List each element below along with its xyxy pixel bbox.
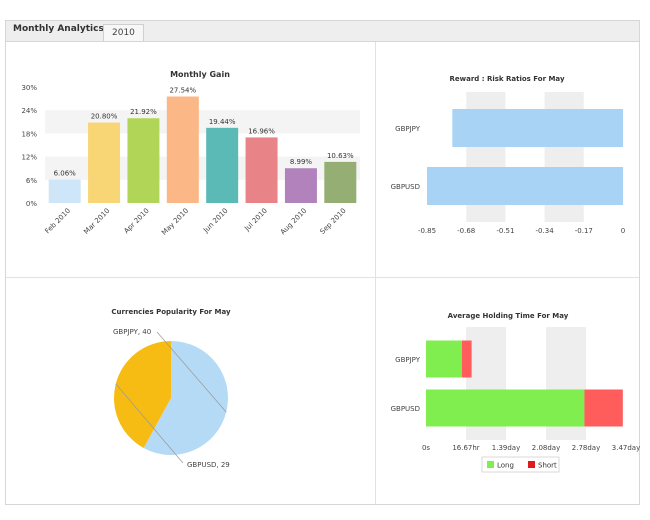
x-tick-label: -0.51 [496, 227, 514, 235]
panel-title: Monthly Analytics [13, 24, 104, 34]
holding-time-title: Average Holding Time For May [448, 312, 569, 320]
y-category-label: GBPJPY [395, 125, 421, 133]
rr-title: Reward : Risk Ratios For May [449, 75, 564, 83]
holding-bar-gbpjpy-long [426, 340, 463, 378]
rr-bar-gbpusd [427, 167, 623, 205]
analytics-panel: Monthly Analytics 2010 [5, 20, 640, 505]
legend-label: Long [497, 462, 514, 470]
legend-box [481, 456, 560, 473]
horizontal-divider [6, 277, 639, 278]
y-tick-label: 18% [21, 130, 37, 138]
pie-leader-line [156, 331, 227, 413]
x-tick-label: Feb 2010 [44, 207, 73, 236]
pie-title: Currencies Popularity For May [111, 308, 231, 316]
pie-slice-gbpjpy [143, 341, 228, 455]
x-tick-label: -0.85 [418, 227, 436, 235]
bar-jul-2010 [245, 137, 278, 203]
grid-band [45, 110, 360, 134]
bar-jun-2010 [206, 127, 239, 203]
y-tick-label: 24% [21, 107, 37, 115]
rr-bar-gbpjpy [452, 109, 623, 147]
x-tick-label: 0s [422, 444, 430, 452]
x-tick-label: May 2010 [160, 207, 190, 237]
x-tick-label: 2.78day [572, 444, 600, 452]
x-tick-label: -0.17 [575, 227, 593, 235]
bar-may-2010 [166, 96, 199, 203]
y-category-label: GBPJPY [395, 356, 421, 364]
x-tick-label: 2.08day [532, 444, 560, 452]
legend-label: Short [538, 462, 557, 470]
bar-sep-2010 [324, 161, 357, 203]
pie-leader-line [115, 383, 184, 464]
bar-value-label: 27.54% [169, 87, 196, 95]
bar-value-label: 20.80% [91, 113, 118, 121]
bar-value-label: 19.44% [209, 118, 236, 126]
y-tick-label: 30% [21, 84, 37, 92]
tab-2010[interactable]: 2010 [103, 24, 144, 41]
x-tick-label: Aug 2010 [279, 207, 308, 236]
bar-value-label: 8.99% [290, 158, 313, 166]
pie-slice-gbpusd [113, 341, 171, 448]
holding-bar-gbpusd-long [426, 389, 585, 427]
grid-band [45, 156, 360, 180]
legend-swatch-short [528, 461, 535, 468]
y-category-label: GBPUSD [391, 405, 420, 413]
bar-apr-2010 [127, 118, 160, 203]
x-tick-label: Apr 2010 [122, 207, 150, 235]
x-tick-label: Jun 2010 [201, 207, 229, 235]
x-tick-label: 16.67hr [452, 444, 479, 452]
x-tick-label: -0.68 [457, 227, 475, 235]
pie-slice-label: GBPUSD, 29 [187, 461, 230, 469]
vertical-divider [375, 42, 376, 504]
x-tick-label: 3.47day [612, 444, 640, 452]
bar-value-label: 16.96% [248, 127, 275, 135]
bar-value-label: 6.06% [54, 170, 77, 178]
holding-bar-gbpusd-short [584, 389, 623, 427]
x-tick-label: Mar 2010 [82, 207, 111, 236]
x-tick-label: -0.34 [536, 227, 555, 235]
y-category-label: GBPUSD [391, 183, 420, 191]
y-tick-label: 0% [26, 200, 37, 208]
bar-feb-2010 [48, 179, 81, 203]
bar-value-label: 10.63% [327, 152, 354, 160]
bar-mar-2010 [88, 122, 121, 203]
x-tick-label: Jul 2010 [242, 207, 269, 234]
holding-bar-gbpjpy-short [462, 340, 472, 378]
y-tick-label: 6% [26, 177, 37, 185]
x-tick-label: 1.39day [492, 444, 520, 452]
x-tick-label: 0 [621, 227, 625, 235]
bar-value-label: 21.92% [130, 108, 157, 116]
monthly-gain-title: Monthly Gain [170, 70, 230, 79]
y-tick-label: 12% [21, 154, 37, 162]
pie-slice-label: GBPJPY, 40 [113, 328, 151, 336]
bar-aug-2010 [284, 168, 317, 203]
panel-header: Monthly Analytics 2010 [6, 21, 639, 42]
x-tick-label: Sep 2010 [319, 207, 348, 236]
legend-swatch-long [487, 461, 494, 468]
